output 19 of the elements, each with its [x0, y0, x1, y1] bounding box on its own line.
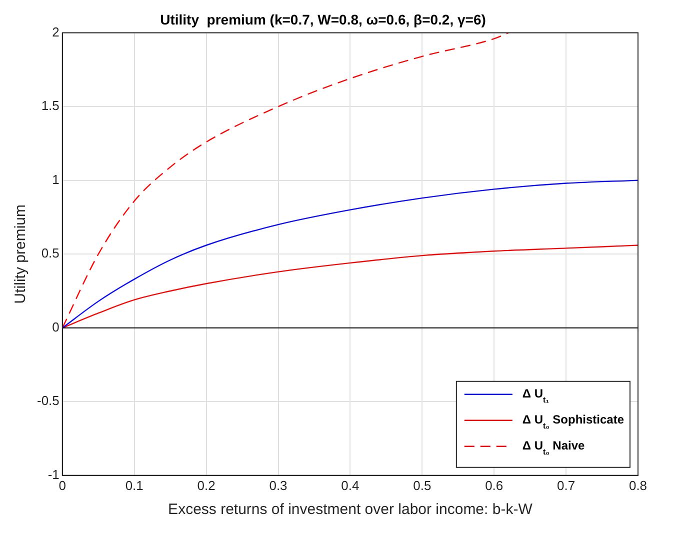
y-tick-label: -0.5 — [36, 393, 60, 408]
x-tick-label: 0.1 — [125, 478, 144, 493]
x-axis-title: Excess returns of investment over labor income: b-k-W — [168, 501, 534, 518]
line-series — [62, 180, 638, 328]
x-tick-label: 0.8 — [628, 478, 648, 493]
x-tick-label: 0.3 — [269, 478, 288, 493]
x-tick-label: 0.7 — [557, 478, 576, 493]
x-tick-label: 0.4 — [341, 478, 360, 493]
x-tick-label: 0.2 — [197, 478, 216, 493]
y-tick-label: 0.5 — [41, 246, 60, 261]
y-tick-label: 1 — [52, 172, 60, 187]
y-tick-label: 0 — [52, 319, 60, 334]
chart-title: Utility premium (k=0.7, W=0.8, ω=0.6, β=0.2, γ=6) — [160, 11, 486, 28]
y-tick-label: -1 — [48, 466, 60, 482]
x-tick-label: 0.5 — [413, 478, 432, 493]
y-axis-title: Utility premium — [12, 204, 30, 304]
y-tick-label: 1.5 — [41, 98, 60, 114]
x-tick-label: 0.6 — [485, 478, 504, 493]
y-tick-label: 2 — [52, 24, 60, 40]
